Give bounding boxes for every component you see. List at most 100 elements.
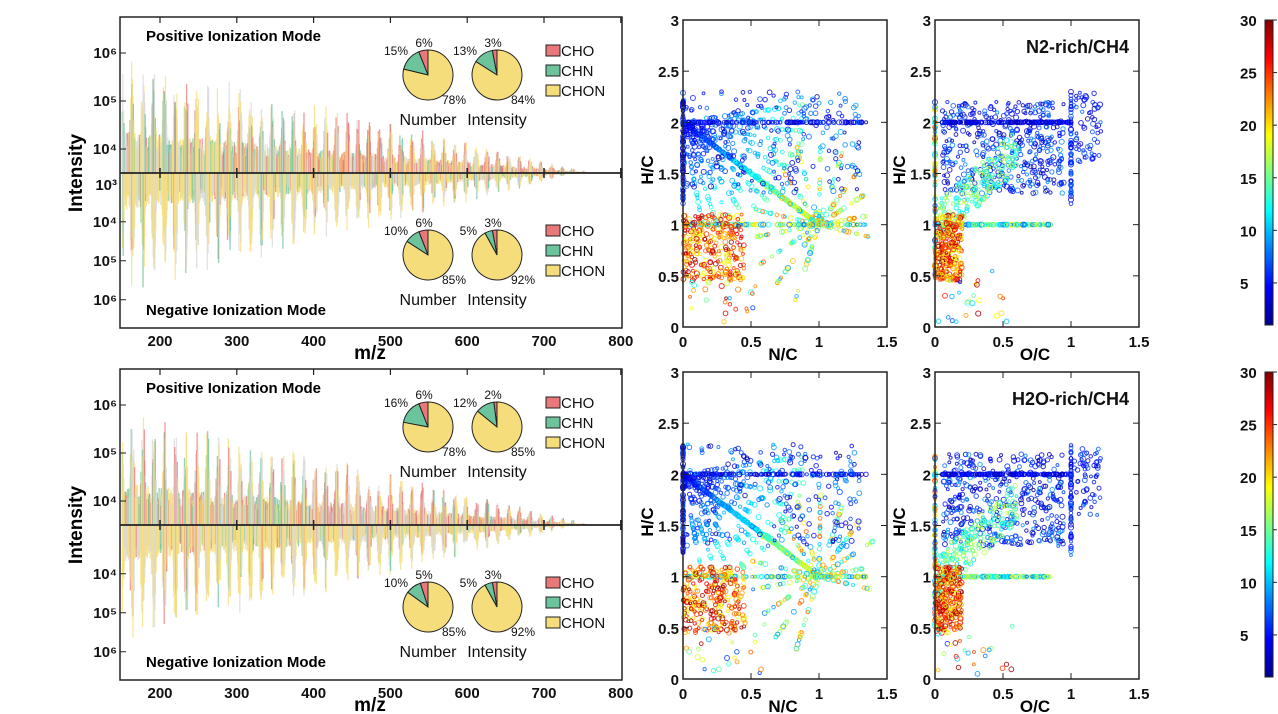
negative-mode-title: Negative Ionization Mode — [146, 302, 326, 319]
legend-label: CHON — [561, 435, 605, 452]
pie-chart-positive-intensity: 3% 13% 84% Intensity — [453, 36, 535, 129]
y-tick-label: 10⁶ — [93, 45, 117, 62]
x-tick-label: 400 — [301, 685, 326, 702]
legend-swatch — [545, 436, 561, 449]
x-tick-label: 400 — [301, 333, 326, 350]
legend-label: CHN — [561, 415, 594, 432]
x-tick-label: 800 — [608, 685, 633, 702]
legend-negative: CHO CHN CHON — [545, 223, 605, 280]
scatter-points — [679, 89, 871, 325]
pie-percent-label: 3% — [484, 216, 502, 230]
legend-swatch — [545, 84, 561, 97]
legend-label: CHON — [561, 263, 605, 280]
legend-swatch — [545, 616, 561, 629]
x-tick-label: 200 — [147, 333, 172, 350]
y-tick-label: 10⁴ — [93, 141, 117, 158]
spectrum-peaks — [121, 61, 595, 288]
x-tick-label: 500 — [378, 333, 403, 350]
pie-chart-positive-number: 6% 16% 78% Number — [384, 388, 466, 481]
spectrum-panel: 200 300 400 500 600 700 800 10⁶ 10⁵ 10⁴ 10⁴ 10⁵ 10⁶ P… — [66, 368, 633, 714]
legend-label: CHO — [561, 43, 594, 60]
pie-percent-label: 15% — [384, 44, 408, 58]
pie-chart-negative-intensity: 3% 5% 92% Intensity — [460, 568, 536, 661]
scatter-panel-nc: 0 0.5 1 1.500.511.522.53H/CN/C — [638, 13, 897, 364]
pie-chart-negative-intensity: 3% 5% 92% Intensity — [460, 216, 536, 309]
legend-swatch — [545, 396, 561, 409]
pie-slice-chon — [402, 581, 454, 633]
legend-swatch — [545, 576, 561, 589]
pie-percent-label: 16% — [384, 396, 408, 410]
legend-swatch — [545, 264, 561, 277]
pie-percent-label: 10% — [384, 576, 408, 590]
pie-slice-chon — [471, 229, 523, 281]
spectrum-peaks — [121, 417, 595, 638]
legend-label: CHO — [561, 575, 594, 592]
pie-caption: Number — [400, 644, 458, 661]
pie-slice-chon — [402, 49, 454, 101]
y-tick-label: 10⁴ — [93, 214, 117, 231]
y-tick-label: 10⁶ — [93, 397, 117, 414]
pie-percent-label: 12% — [453, 396, 477, 410]
x-tick-label: 300 — [224, 333, 249, 350]
y-axis-label: Intensity — [66, 134, 87, 213]
pie-percent-label: 3% — [484, 568, 502, 582]
pie-percent-label: 5% — [460, 224, 478, 238]
x-tick-label: 600 — [455, 333, 480, 350]
legend-label: CHO — [561, 395, 594, 412]
pie-slice-chon — [471, 401, 523, 453]
x-tick-label: 700 — [531, 685, 556, 702]
pie-slice-chon — [471, 49, 523, 101]
pie-percent-label: 6% — [415, 216, 433, 230]
legend-swatch — [545, 64, 561, 77]
pie-caption: Number — [400, 292, 458, 309]
pie-percent-label: 92% — [511, 273, 535, 287]
pie-percent-label: 5% — [460, 576, 478, 590]
pie-caption: Intensity — [467, 292, 527, 309]
pie-percent-label: 78% — [442, 445, 466, 459]
spectrum-panel: 200 300 400 500 600 700 800 10⁶ 10⁵ 10⁴ 10³ 10⁴ 10⁵ 1… — [66, 16, 633, 364]
pie-caption: Intensity — [467, 112, 527, 129]
pie-percent-label: 92% — [511, 625, 535, 639]
legend-swatch — [545, 596, 561, 609]
legend-label: CHON — [561, 615, 605, 632]
legend-swatch — [545, 224, 561, 237]
pie-percent-label: 2% — [484, 388, 502, 402]
y-tick-label: 10⁵ — [93, 605, 117, 622]
pie-percent-label: 85% — [442, 625, 466, 639]
figure-layer: 200 300 400 500 600 700 800 10⁶ 10⁵ 10⁴ 10³ 10⁴ 10⁵ 1… — [66, 13, 1277, 714]
pie-percent-label: 3% — [484, 36, 502, 50]
x-tick-label: 800 — [608, 333, 633, 350]
legend-positive: CHO CHN CHON — [545, 43, 605, 100]
positive-mode-title: Positive Ionization Mode — [146, 28, 321, 45]
legend-label: CHO — [561, 223, 594, 240]
pie-percent-label: 85% — [442, 273, 466, 287]
y-tick-label: 10⁴ — [93, 493, 117, 510]
legend-positive: CHO CHN CHON — [545, 395, 605, 452]
x-tick-label: 500 — [378, 685, 403, 702]
pie-percent-label: 84% — [511, 93, 535, 107]
x-axis-label: m/z — [354, 343, 386, 364]
legend-negative: CHO CHN CHON — [545, 575, 605, 632]
pie-slice-chon — [402, 229, 454, 281]
pie-percent-label: 10% — [384, 224, 408, 238]
pie-chart-positive-intensity: 2% 12% 85% Intensity — [453, 388, 535, 481]
legend-label: CHN — [561, 243, 594, 260]
x-tick-label: 600 — [455, 685, 480, 702]
y-tick-label: 10⁵ — [93, 93, 117, 110]
legend-label: CHN — [561, 63, 594, 80]
pie-slice-chon — [402, 401, 454, 453]
pie-percent-label: 5% — [415, 568, 433, 582]
legend-swatch — [545, 44, 561, 57]
pie-chart-negative-number: 5% 10% 85% Number — [384, 568, 466, 661]
y-tick-label: 10³ — [95, 177, 117, 194]
pie-percent-label: 6% — [415, 388, 433, 402]
legend-swatch — [545, 416, 561, 429]
positive-mode-title: Positive Ionization Mode — [146, 380, 321, 397]
pie-caption: Number — [400, 112, 458, 129]
y-tick-label: 10⁶ — [93, 644, 117, 661]
x-axis-label: m/z — [354, 695, 386, 714]
pie-caption: Intensity — [467, 644, 527, 661]
y-axis-label: Intensity — [66, 486, 87, 565]
pie-caption: Intensity — [467, 464, 527, 481]
